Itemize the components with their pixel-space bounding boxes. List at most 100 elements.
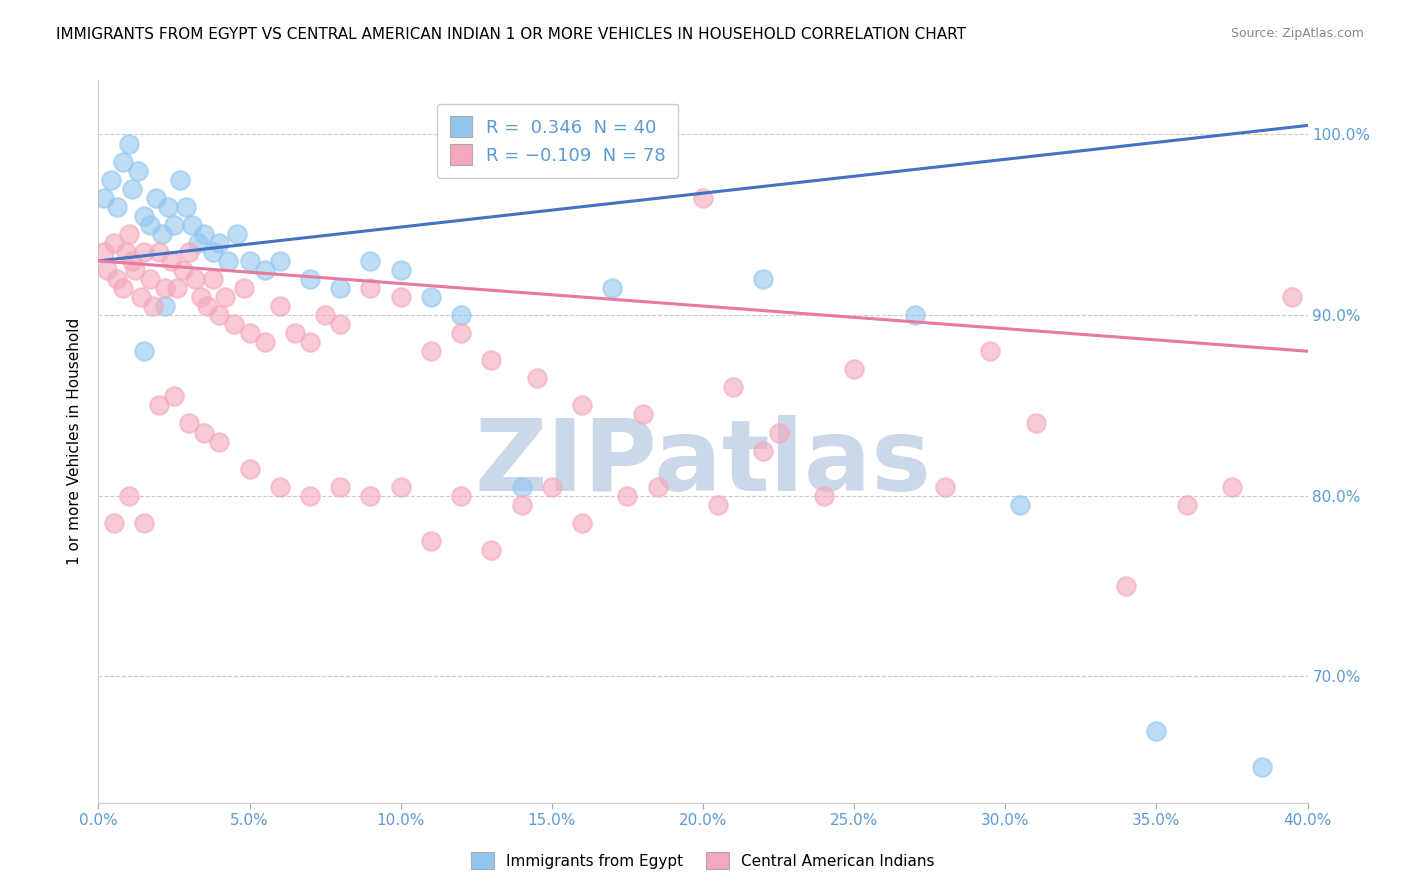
Point [111, 154, 134, 169]
Legend: Immigrants from Egypt, Central American Indians: Immigrants from Egypt, Central American … [465, 846, 941, 875]
Point [208, 434, 231, 449]
Point [752, 443, 775, 458]
Point [121, 254, 143, 268]
Point [1010, 498, 1032, 512]
Point [224, 317, 246, 331]
Point [1220, 480, 1243, 494]
Point [153, 281, 176, 295]
Point [389, 480, 412, 494]
Point [121, 181, 143, 195]
Text: Source: ZipAtlas.com: Source: ZipAtlas.com [1230, 27, 1364, 40]
Point [420, 533, 443, 548]
Point [389, 263, 412, 277]
Point [103, 235, 125, 250]
Point [510, 480, 533, 494]
Point [631, 408, 654, 422]
Text: IMMIGRANTS FROM EGYPT VS CENTRAL AMERICAN INDIAN 1 OR MORE VEHICLES IN HOUSEHOLD: IMMIGRANTS FROM EGYPT VS CENTRAL AMERICA… [56, 27, 966, 42]
Point [299, 335, 322, 350]
Point [96, 263, 118, 277]
Point [139, 218, 162, 232]
Point [269, 480, 291, 494]
Point [202, 244, 225, 259]
Point [105, 200, 128, 214]
Point [132, 516, 155, 530]
Point [844, 362, 866, 376]
Point [118, 136, 141, 151]
Point [540, 480, 562, 494]
Point [124, 263, 146, 277]
Point [1251, 759, 1274, 773]
Point [132, 209, 155, 223]
Point [450, 489, 472, 503]
Point [148, 398, 170, 412]
Point [239, 254, 262, 268]
Point [181, 218, 204, 232]
Point [148, 244, 170, 259]
Point [118, 227, 141, 241]
Point [172, 263, 194, 277]
Point [166, 281, 188, 295]
Point [723, 380, 745, 394]
Point [269, 254, 291, 268]
Point [768, 425, 790, 440]
Point [105, 272, 128, 286]
Point [314, 308, 336, 322]
Point [284, 326, 307, 341]
Point [979, 344, 1001, 359]
Point [571, 516, 593, 530]
Point [187, 235, 209, 250]
Point [1024, 417, 1046, 431]
Point [214, 290, 236, 304]
Point [481, 353, 503, 368]
Point [202, 272, 225, 286]
Point [193, 227, 215, 241]
Point [360, 489, 382, 503]
Point [226, 227, 249, 241]
Point [647, 480, 669, 494]
Point [103, 516, 125, 530]
Point [510, 498, 533, 512]
Point [190, 290, 212, 304]
Point [239, 326, 262, 341]
Point [93, 191, 115, 205]
Point [904, 308, 927, 322]
Point [179, 244, 201, 259]
Point [139, 272, 162, 286]
Point [329, 480, 352, 494]
Point [707, 498, 730, 512]
Point [150, 227, 173, 241]
Point [813, 489, 835, 503]
Point [616, 489, 638, 503]
Point [153, 299, 176, 313]
Point [232, 281, 254, 295]
Point [239, 461, 262, 475]
Point [420, 344, 443, 359]
Point [253, 263, 276, 277]
Point [184, 272, 207, 286]
Point [142, 299, 165, 313]
Point [450, 326, 472, 341]
Point [118, 489, 141, 503]
Point [93, 244, 115, 259]
Point [571, 398, 593, 412]
Legend: R =  0.346  N = 40, R = −0.109  N = 78: R = 0.346 N = 40, R = −0.109 N = 78 [437, 103, 679, 178]
Point [602, 281, 624, 295]
Point [526, 371, 548, 385]
Point [100, 172, 122, 186]
Point [129, 290, 152, 304]
Point [329, 281, 352, 295]
Point [127, 163, 149, 178]
Text: ZIPatlas: ZIPatlas [475, 415, 931, 512]
Point [111, 281, 134, 295]
Point [299, 272, 322, 286]
Point [269, 299, 291, 313]
Point [163, 389, 186, 403]
Point [1175, 498, 1198, 512]
Point [145, 191, 167, 205]
Point [132, 344, 155, 359]
Point [208, 308, 231, 322]
Point [481, 543, 503, 558]
Point [179, 417, 201, 431]
Point [450, 308, 472, 322]
Point [329, 317, 352, 331]
